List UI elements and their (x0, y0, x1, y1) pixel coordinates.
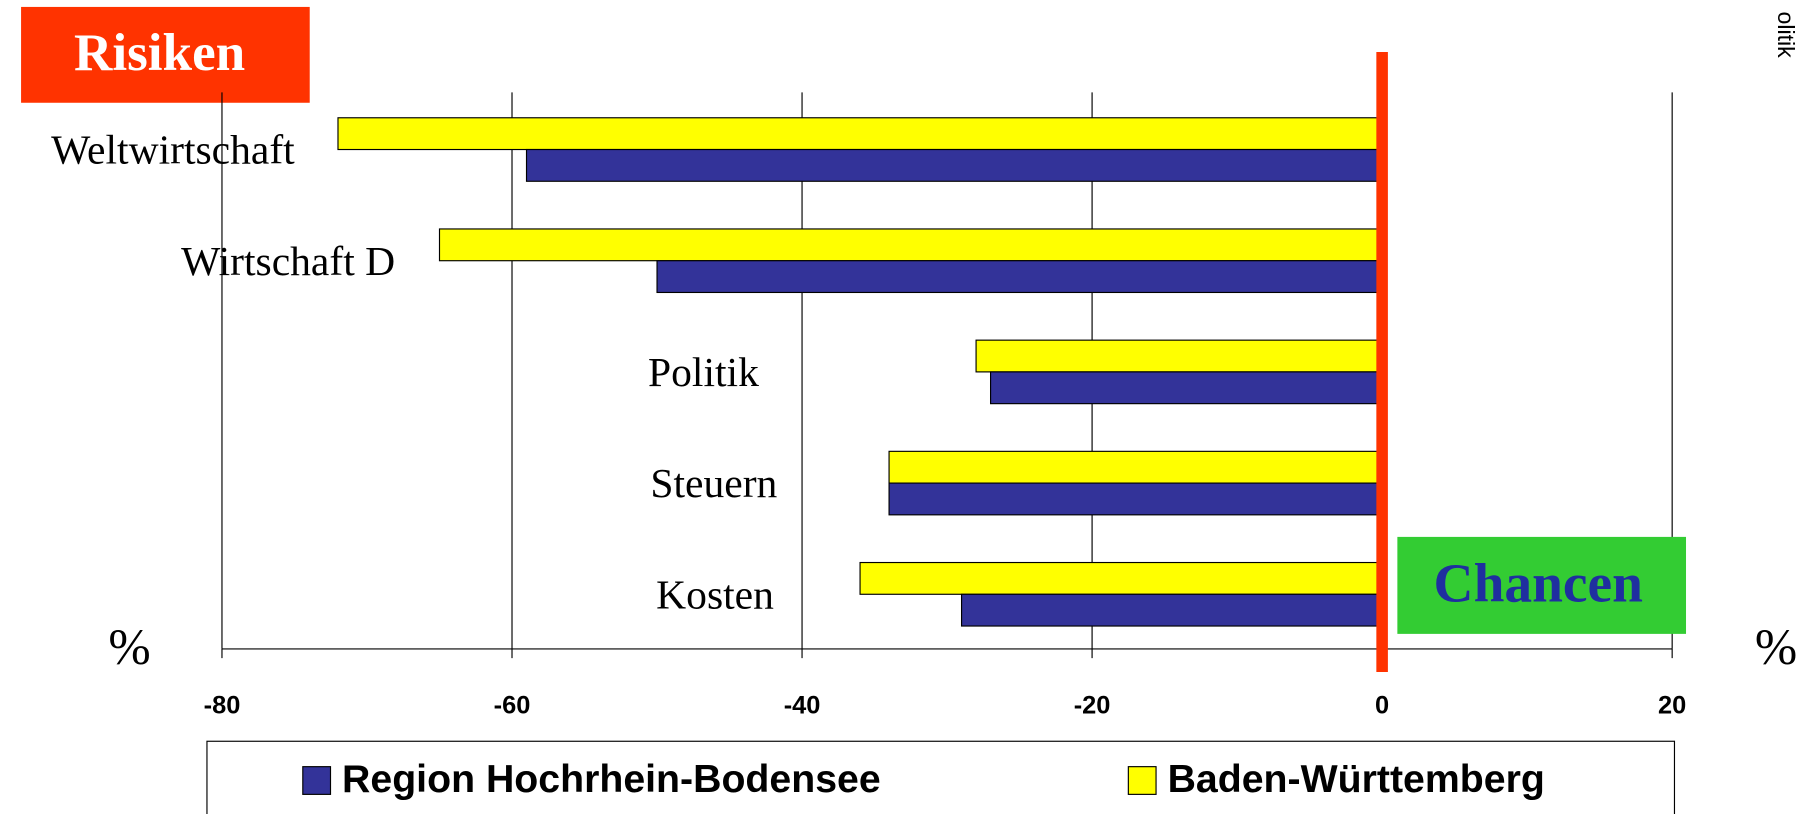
legend-swatch (1127, 766, 1157, 795)
bar (960, 593, 1383, 627)
legend-label: Baden-Württemberg (1168, 757, 1545, 801)
x-tick-label: -80 (204, 691, 241, 719)
bar (888, 450, 1383, 484)
bar (989, 371, 1383, 405)
category-label: Politik (648, 349, 759, 395)
x-tick-label: 20 (1658, 691, 1686, 719)
bar (438, 228, 1383, 262)
x-tick-label: -20 (1074, 691, 1111, 719)
side-label: olitik (1773, 12, 1799, 59)
x-tick-label: -60 (494, 691, 531, 719)
category-label: Kosten (656, 571, 774, 617)
legend-swatch (302, 766, 332, 795)
risk-box (21, 6, 310, 103)
legend-box (206, 740, 1676, 814)
category-label: Wirtschaft D (181, 238, 395, 284)
chance-label: Chancen (1434, 553, 1643, 614)
bar (525, 148, 1383, 182)
risk-label: Risiken (74, 24, 245, 82)
bar (337, 117, 1383, 151)
x-tick-label: -40 (784, 691, 821, 719)
unit-right: % (1755, 619, 1797, 675)
unit-left: % (108, 619, 150, 675)
chance-box (1397, 536, 1687, 634)
legend-label: Region Hochrhein-Bodensee (342, 757, 881, 801)
bar (656, 260, 1383, 294)
bar (859, 561, 1383, 595)
bar (888, 482, 1383, 516)
category-label: Weltwirtschaft (51, 127, 295, 173)
bar (975, 339, 1383, 373)
x-tick-label: 0 (1375, 691, 1389, 719)
category-label: Steuern (650, 460, 777, 506)
